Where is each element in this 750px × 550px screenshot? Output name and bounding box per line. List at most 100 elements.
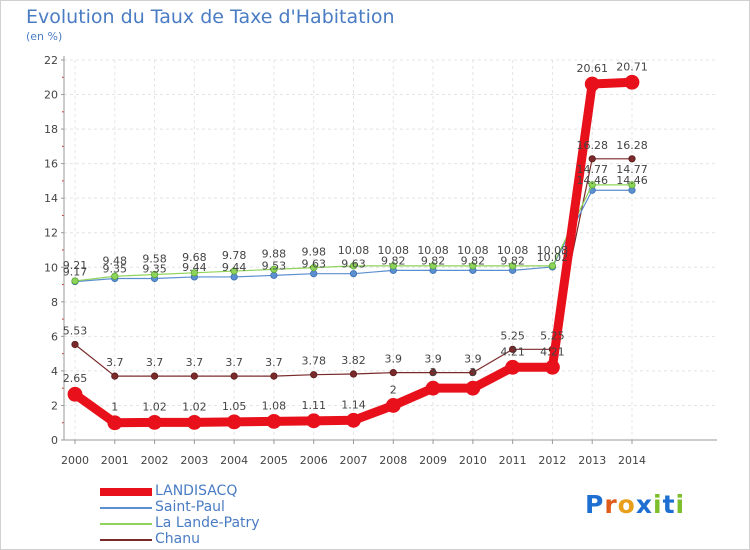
- data-label-landisacq: 3: [430, 366, 437, 379]
- data-label-landisacq: 4.21: [540, 345, 565, 358]
- data-label-la-lande-patry: 14.77: [616, 163, 648, 176]
- data-label-saint-paul: 14.46: [576, 174, 608, 187]
- data-point-landisacq: [624, 74, 640, 90]
- data-label-chanu: 3.7: [106, 356, 124, 369]
- data-point-chanu: [270, 372, 278, 380]
- logo-letter: r: [604, 490, 618, 519]
- data-label-saint-paul: 9.35: [142, 263, 167, 276]
- data-point-la-lande-patry: [230, 267, 238, 275]
- y-tick-label: 16: [44, 158, 58, 171]
- data-label-landisacq: 1.11: [301, 399, 326, 412]
- data-point-la-lande-patry: [429, 262, 437, 270]
- data-label-la-lande-patry: 9.68: [182, 251, 207, 264]
- y-tick-label: 4: [51, 365, 58, 378]
- data-label-la-lande-patry: 10.08: [457, 244, 489, 257]
- legend-swatch: [100, 507, 152, 509]
- x-tick-label: 2014: [618, 454, 646, 467]
- data-point-la-lande-patry: [190, 269, 198, 277]
- data-label-landisacq: 1.02: [182, 400, 207, 413]
- legend-swatch: [100, 523, 152, 525]
- data-label-la-lande-patry: 10.08: [417, 244, 449, 257]
- data-label-chanu: 5.25: [500, 329, 525, 342]
- data-point-chanu: [588, 155, 596, 163]
- data-point-chanu: [349, 370, 358, 378]
- data-point-landisacq: [226, 414, 242, 430]
- x-tick-label: 2000: [61, 454, 89, 467]
- series-layer: [67, 74, 640, 431]
- data-point-landisacq: [346, 412, 361, 428]
- data-point-la-lande-patry: [628, 181, 636, 189]
- data-point-landisacq: [107, 415, 123, 431]
- data-point-landisacq: [306, 413, 322, 429]
- chart-unit-label: (en %): [26, 30, 63, 43]
- data-label-chanu: 3.7: [265, 356, 283, 369]
- logo-letter: o: [617, 490, 636, 519]
- data-label-la-lande-patry: 9.78: [222, 249, 247, 262]
- data-label-saint-paul: 9.63: [301, 258, 326, 271]
- data-label-landisacq: 1: [111, 401, 118, 414]
- data-label-chanu: 3.9: [385, 353, 403, 366]
- x-tick-label: 2013: [578, 454, 606, 467]
- data-label-chanu: 3.7: [225, 356, 243, 369]
- x-tick-label: 2012: [538, 454, 566, 467]
- data-label-saint-paul: 9.82: [461, 254, 486, 267]
- data-point-landisacq: [186, 414, 202, 430]
- data-label-saint-paul: 9.82: [421, 254, 446, 267]
- data-point-la-lande-patry: [349, 262, 358, 270]
- data-point-landisacq: [584, 76, 600, 92]
- y-tick-label: 14: [44, 192, 58, 205]
- data-label-chanu: 16.28: [616, 139, 648, 152]
- y-tick-label: 2: [51, 399, 58, 412]
- logo-letter: i: [653, 490, 663, 519]
- data-label-chanu: 16.28: [576, 139, 608, 152]
- data-label-chanu: 3.78: [301, 355, 326, 368]
- data-point-chanu: [429, 369, 437, 377]
- x-tick-label: 2010: [459, 454, 487, 467]
- y-tick-label: 6: [51, 330, 58, 343]
- data-label-saint-paul: 10.02: [537, 251, 569, 264]
- y-tick-label: 0: [51, 434, 58, 447]
- legend-label: LANDISACQ: [155, 483, 238, 499]
- data-label-landisacq: 4.21: [500, 345, 525, 358]
- x-tick-label: 2004: [220, 454, 248, 467]
- data-label-la-lande-patry: 10.08: [537, 244, 569, 257]
- x-tick-label: 2001: [101, 454, 129, 467]
- data-label-chanu: 3.7: [146, 356, 164, 369]
- data-label-saint-paul: 9.44: [222, 261, 247, 274]
- data-point-chanu: [310, 371, 318, 379]
- data-point-la-lande-patry: [270, 265, 278, 273]
- data-point-landisacq: [67, 386, 83, 402]
- data-label-landisacq: 1.02: [142, 400, 167, 413]
- logo-letter: i: [675, 490, 686, 519]
- data-label-chanu: 5.53: [63, 324, 88, 337]
- data-point-la-lande-patry: [588, 181, 596, 189]
- legend-label: Chanu: [155, 531, 200, 547]
- data-point-chanu: [190, 372, 198, 380]
- data-point-landisacq: [465, 380, 481, 396]
- data-point-la-lande-patry: [71, 277, 79, 285]
- data-label-saint-paul: 9.82: [500, 254, 525, 267]
- data-point-chanu: [150, 372, 159, 380]
- data-label-saint-paul: 9.53: [262, 259, 287, 272]
- x-tick-label: 2006: [300, 454, 328, 467]
- data-label-chanu: 3.9: [424, 353, 442, 366]
- data-point-la-lande-patry: [509, 262, 517, 270]
- x-tick-label: 2002: [141, 454, 169, 467]
- data-label-saint-paul: 9.35: [103, 263, 128, 276]
- data-point-la-lande-patry: [469, 262, 477, 270]
- data-point-la-lande-patry: [548, 262, 557, 270]
- logo-letter: P: [585, 490, 605, 519]
- legend-swatch: [100, 488, 152, 496]
- x-tick-label: 2011: [499, 454, 527, 467]
- data-label-la-lande-patry: 10.08: [338, 244, 370, 257]
- data-point-la-lande-patry: [111, 272, 119, 280]
- data-point-saint-paul: [310, 270, 318, 278]
- proxiti-logo: Proxiti: [585, 490, 685, 519]
- logo-letter: t: [662, 490, 676, 519]
- data-label-la-lande-patry: 9.98: [301, 246, 326, 259]
- data-point-chanu: [111, 372, 119, 380]
- x-tick-label: 2003: [180, 454, 208, 467]
- data-point-chanu: [509, 345, 517, 353]
